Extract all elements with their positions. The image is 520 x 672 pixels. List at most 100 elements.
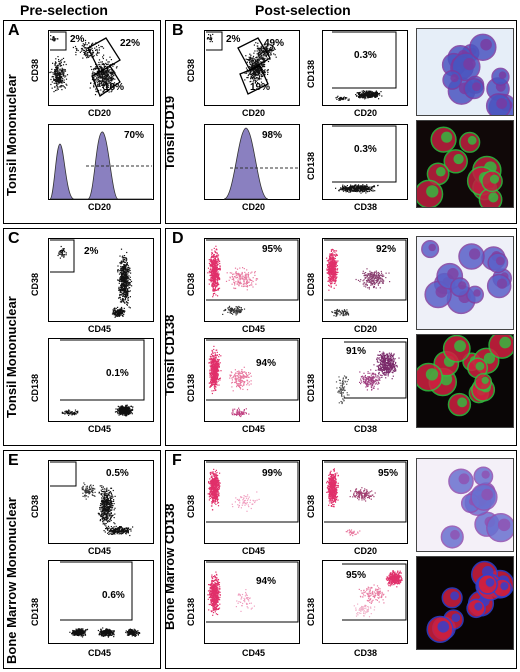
plot-a-histogram: 70% [48,124,154,200]
micrograph-b-fluorescence [416,120,514,208]
dot-cloud [207,245,259,316]
plot-d3-xlabel: CD45 [242,424,266,434]
plot-d4-svg [322,338,408,422]
plot-f3-ylabel: CD138 [186,597,196,626]
plot-f4-cd138-cd38: 95% [322,560,408,644]
plot-d3-pct: 94% [256,358,277,369]
panel-c [3,228,161,446]
plot-c1-pct: 2% [84,246,99,257]
plot-c2-ylabel: CD138 [30,373,40,402]
dot-cloud [61,404,134,417]
plot-f2-ylabel: CD38 [306,494,316,518]
plot-d1-pct: 95% [262,244,283,255]
plot-d2-xlabel: CD20 [354,324,378,334]
plot-b2-xlabel: CD20 [354,108,378,118]
plot-e1-pct: 0.5% [106,468,129,479]
plot-f3-svg [204,560,300,644]
plot-d4-pct: 91% [346,346,367,357]
micrograph-b-stain-svg [441,33,513,115]
plot-f1-xlabel: CD45 [242,546,266,556]
cell-cluster [421,240,512,315]
panel-c-side-label: Tonsil Mononuclear [4,296,19,418]
pre-selection-header: Pre-selection [20,2,108,18]
plot-e1-xlabel: CD45 [88,546,112,556]
plot-e2-ylabel: CD138 [30,597,40,626]
plot-f2-cd38-cd20: 95% [322,460,408,544]
plot-d2-ylabel: CD38 [306,272,316,296]
plot-d1-xlabel: CD45 [242,324,266,334]
plot-b1-svg [204,30,300,106]
plot-a-gate-1: 2% [70,34,85,45]
panel-b-side-label: Tonsil CD19 [162,95,177,170]
plot-b1-gate-1: 2% [226,34,241,45]
plot-b4-svg [322,124,408,200]
post-selection-header: Post-selection [255,2,351,18]
panel-d-side-label: Tonsil CD138 [162,314,177,396]
panel-f [165,450,517,669]
plot-c2-pct: 0.1% [106,368,129,379]
dot-cloud [81,482,134,537]
plot-b1-gate-3: 19% [250,82,271,93]
plot-d3-svg [204,338,300,422]
plot-b3-pct: 98% [262,130,283,141]
panel-a [3,20,161,224]
dot-cloud [207,571,255,616]
plot-d2-pct: 92% [376,244,397,255]
micrograph-b-stain [416,28,514,116]
micrograph-f-fluor-svg [426,560,513,643]
micrograph-d-fluorescence [416,334,514,428]
panel-e-letter: E [8,452,19,469]
plot-a-top-ylabel: CD38 [30,58,40,82]
plot-a-gate-2: 22% [120,38,141,49]
plot-e2-cd138-cd45: 0.6% [48,560,154,644]
micrograph-b-fluor-svg [417,126,503,207]
plot-b2-cd138-cd20: 0.3% [322,30,408,106]
dot-cloud [335,90,383,101]
micrograph-d-fluor-svg [417,335,513,417]
plot-a-gate-3: 18% [104,82,125,93]
plot-f2-svg [322,460,408,544]
plot-b3-histogram: 98% [204,124,300,200]
plot-b2-pct: 0.3% [354,50,377,61]
plot-c1-ylabel: CD38 [30,272,40,296]
cell-cluster [417,335,513,417]
plot-a-top-xlabel: CD20 [88,108,112,118]
plot-f4-svg [322,560,408,644]
panel-c-letter: C [8,230,20,247]
panel-b-letter: B [172,22,184,39]
plot-d1-svg [204,238,300,322]
plot-f3-cd138-cd45: 94% [204,560,300,644]
plot-d2-cd38-cd20: 92% [322,238,408,322]
plot-b4-pct: 0.3% [354,144,377,155]
micrograph-d-stain [416,236,514,330]
dot-cloud [326,468,376,537]
plot-f4-pct: 95% [346,570,367,581]
cell-cluster [426,560,513,643]
plot-d1-ylabel: CD38 [186,272,196,296]
plot-f3-xlabel: CD45 [242,648,266,658]
plot-d2-svg [322,238,408,322]
micrograph-f-stain [416,458,514,552]
plot-c2-xlabel: CD45 [88,424,112,434]
plot-a-hist-pct: 70% [124,130,145,141]
plot-a-top-svg [48,30,154,106]
panel-d-letter: D [172,230,184,247]
plot-c1-cd38-cd45: 2% [48,238,154,322]
plot-b1-ylabel: CD38 [186,58,196,82]
plot-e2-svg [48,560,154,644]
panel-b [165,20,517,224]
plot-f4-ylabel: CD138 [306,597,316,626]
plot-e1-cd38-cd45: 0.5% [48,460,154,544]
dot-cloud [335,351,400,405]
dot-cloud [207,468,260,512]
dot-cloud [57,245,133,318]
dot-cloud [49,35,118,96]
plot-f1-cd38-cd45: 99% [204,460,300,544]
plot-f1-pct: 99% [262,468,283,479]
panel-a-side-label: Tonsil Mononuclear [4,74,19,196]
plot-d4-xlabel: CD38 [354,424,378,434]
plot-f2-pct: 95% [378,468,399,479]
panel-f-letter: F [172,452,182,469]
plot-b4-cd138-cd38: 0.3% [322,124,408,200]
plot-f3-pct: 94% [256,576,277,587]
